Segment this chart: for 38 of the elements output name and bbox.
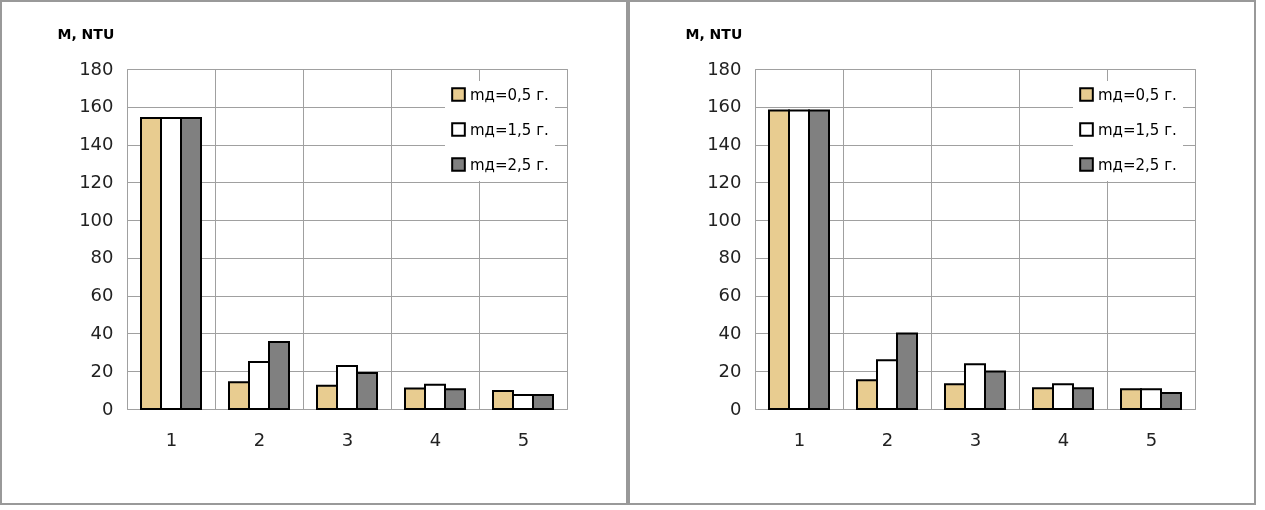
- y-tick-label: 0: [730, 397, 742, 419]
- y-axis-title: M, NTU: [57, 25, 115, 42]
- y-tick-label: 120: [707, 170, 742, 192]
- x-tick-label: 3: [341, 428, 354, 450]
- legend-label: mд=1,5 г.: [1098, 120, 1177, 139]
- x-tick-label: 4: [1057, 428, 1070, 450]
- y-tick-label: 140: [79, 133, 114, 155]
- legend-label: mд=2,5 г.: [1098, 155, 1177, 174]
- legend-label: mд=0,5 г.: [1098, 85, 1177, 104]
- y-tick-label: 40: [90, 321, 114, 343]
- y-tick-label: 160: [79, 95, 114, 117]
- y-axis-title: M, NTU: [685, 25, 743, 42]
- x-tick-label: 2: [253, 428, 266, 450]
- y-tick-label: 160: [707, 95, 742, 117]
- y-tick-label: 20: [90, 359, 114, 381]
- x-tick-label: 5: [517, 428, 530, 450]
- x-tick-label: 1: [793, 428, 806, 450]
- x-tick-label: 5: [1145, 428, 1158, 450]
- y-tick-label: 100: [79, 208, 114, 230]
- y-tick-label: 80: [90, 246, 114, 268]
- x-tick-label: 3: [969, 428, 982, 450]
- y-tick-label: 60: [90, 284, 114, 306]
- legend-label: mд=2,5 г.: [470, 155, 549, 174]
- x-tick-label: 1: [165, 428, 178, 450]
- y-tick-label: 0: [102, 397, 114, 419]
- y-tick-label: 140: [707, 133, 742, 155]
- y-tick-label: 80: [718, 246, 742, 268]
- y-tick-label: 120: [79, 170, 114, 192]
- y-tick-label: 60: [718, 284, 742, 306]
- x-tick-label: 4: [429, 428, 442, 450]
- legend-label: mд=0,5 г.: [470, 85, 549, 104]
- y-tick-label: 20: [718, 359, 742, 381]
- y-tick-label: 180: [79, 57, 114, 79]
- y-tick-label: 100: [707, 208, 742, 230]
- y-tick-label: 40: [718, 321, 742, 343]
- legend-label: mд=1,5 г.: [470, 120, 549, 139]
- y-tick-label: 180: [707, 57, 742, 79]
- x-tick-label: 2: [881, 428, 894, 450]
